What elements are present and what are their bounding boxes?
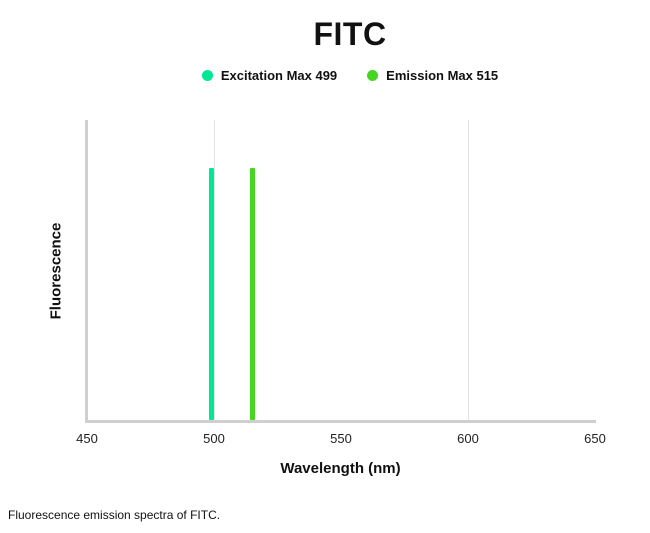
x-tick-550: 550 — [330, 431, 352, 446]
series-spike-emission-max-515 — [249, 168, 255, 420]
legend-item-excitation-max-499: Excitation Max 499 — [201, 68, 338, 83]
x-axis-label: Wavelength (nm) — [280, 460, 401, 477]
legend-label: Excitation Max 499 — [220, 68, 338, 83]
y-axis-line — [85, 120, 88, 423]
x-axis-ticks: 450 500 550 600 650 — [76, 423, 606, 446]
y-axis-label: Fluorescence — [47, 222, 65, 320]
legend-item-emission-max-515: Emission Max 515 — [367, 68, 498, 83]
legend-label: Emission Max 515 — [386, 68, 499, 83]
x-tick-600: 600 — [457, 431, 479, 446]
plot-area: 450 500 550 600 650 — [76, 120, 606, 446]
x-tick-650: 650 — [584, 431, 606, 446]
gridline-500 — [214, 120, 215, 420]
x-tick-500: 500 — [203, 431, 225, 446]
chart-title: FITC — [313, 16, 387, 52]
x-tick-450: 450 — [76, 431, 98, 446]
series-spike-excitation-max-499 — [208, 168, 214, 420]
gridline-600 — [468, 120, 469, 420]
chart-caption: Fluorescence emission spectra of FITC. — [8, 508, 221, 522]
x-axis-line — [85, 420, 596, 423]
legend-dot-icon — [201, 70, 213, 81]
legend: Excitation Max 499 Emission Max 515 — [50, 68, 650, 83]
legend-dot-icon — [367, 70, 379, 81]
